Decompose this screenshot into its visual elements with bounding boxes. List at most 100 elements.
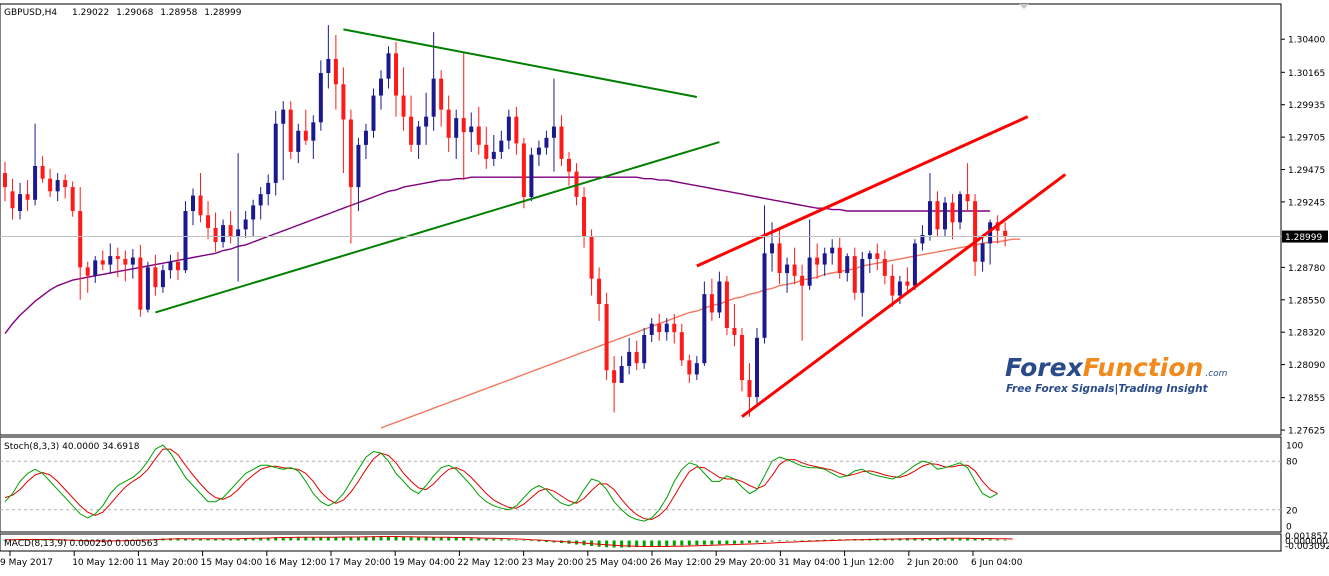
candle-body bbox=[536, 147, 541, 155]
candle bbox=[439, 70, 444, 127]
price-panel[interactable]: GBPUSD,H4 1.29022 1.29068 1.28958 1.2899… bbox=[0, 3, 1282, 436]
brand-domain: .com bbox=[1205, 369, 1227, 379]
candle bbox=[807, 219, 812, 290]
stochastic-level-label: 80 bbox=[1286, 458, 1298, 468]
candle bbox=[694, 356, 699, 381]
candle bbox=[213, 212, 218, 252]
trend-line-4[interactable] bbox=[741, 173, 1067, 418]
macd-bar bbox=[612, 540, 616, 548]
macd-bar bbox=[349, 536, 353, 541]
candle-body bbox=[469, 126, 474, 133]
candle bbox=[612, 356, 617, 413]
candle bbox=[371, 88, 376, 138]
candle bbox=[529, 147, 534, 202]
price-tick-label: 1.29245 bbox=[1288, 198, 1325, 208]
price-tick-label: 1.29935 bbox=[1288, 101, 1325, 111]
candle-body bbox=[363, 130, 368, 145]
macd-bar bbox=[236, 538, 240, 541]
candle-body bbox=[800, 275, 805, 286]
trend-line-1[interactable] bbox=[343, 28, 698, 98]
macd-bar bbox=[717, 540, 721, 545]
candle-body bbox=[544, 137, 549, 148]
price-tick-label: 1.28780 bbox=[1288, 264, 1325, 274]
time-tick-label: 17 May 20:00 bbox=[329, 558, 391, 568]
candle bbox=[559, 115, 564, 166]
brand-part2: Function bbox=[1083, 353, 1204, 382]
candle-body bbox=[198, 195, 203, 216]
candle-body bbox=[724, 281, 729, 328]
candle bbox=[958, 191, 963, 230]
current-price-tag-text: 1.28999 bbox=[1285, 233, 1322, 243]
candle bbox=[115, 247, 120, 278]
candle-body bbox=[371, 95, 376, 131]
candle bbox=[702, 281, 707, 366]
candle-body bbox=[213, 227, 218, 243]
price-axis[interactable]: 1.30400 1.30165 1.29935 1.29705 1.29475 1.292… bbox=[1281, 36, 1325, 437]
macd-bar bbox=[740, 540, 744, 544]
macd-bar bbox=[657, 540, 661, 547]
shift-marker-icon[interactable] bbox=[1019, 4, 1029, 9]
macd-bar bbox=[424, 537, 428, 541]
candle bbox=[815, 243, 820, 279]
candle-body bbox=[115, 256, 120, 259]
candle bbox=[296, 123, 301, 164]
time-tick-label: 19 May 04:00 bbox=[393, 558, 455, 568]
candle-body bbox=[755, 337, 759, 397]
candle-body bbox=[506, 116, 511, 141]
macd-bar bbox=[191, 538, 195, 541]
macd-bar bbox=[259, 537, 263, 541]
macd-bar bbox=[988, 539, 992, 541]
candle-body bbox=[266, 182, 271, 195]
candle-body bbox=[965, 194, 970, 202]
candle-body bbox=[70, 187, 75, 212]
time-tick-label: 11 May 20:00 bbox=[136, 558, 198, 568]
price-tick-label: 1.28320 bbox=[1288, 329, 1325, 339]
candle-body bbox=[379, 78, 383, 96]
candle-body bbox=[732, 327, 737, 335]
candle bbox=[243, 211, 248, 238]
candle bbox=[70, 181, 75, 217]
macd-bar bbox=[183, 538, 187, 541]
macd-bar bbox=[514, 540, 518, 541]
candle-body bbox=[424, 116, 429, 127]
candle-body bbox=[897, 281, 902, 296]
macd-bar bbox=[996, 539, 1000, 541]
candle-body bbox=[63, 180, 68, 188]
macd-bar bbox=[274, 537, 278, 541]
candle-body bbox=[251, 205, 256, 220]
candle bbox=[341, 67, 346, 174]
candle-body bbox=[431, 78, 436, 117]
candle bbox=[619, 356, 624, 383]
candle bbox=[988, 219, 993, 265]
candle bbox=[130, 249, 135, 279]
candle bbox=[469, 112, 474, 152]
macd-bar bbox=[417, 537, 421, 541]
trend-lines[interactable] bbox=[155, 28, 1067, 418]
macd-panel[interactable]: MACD(8,13,9) 0.000250 0.000563 0.0018570… bbox=[0, 532, 1329, 552]
candle bbox=[657, 313, 662, 341]
macd-bar bbox=[823, 539, 827, 541]
macd-bar bbox=[199, 538, 203, 541]
candle-body bbox=[627, 351, 632, 366]
candle bbox=[830, 239, 835, 265]
trend-line-3[interactable] bbox=[696, 115, 1029, 268]
trend-line-2[interactable] bbox=[155, 141, 720, 314]
candle-body bbox=[446, 109, 451, 138]
stochastic-panel-frame bbox=[0, 436, 1282, 533]
candle-body bbox=[401, 95, 406, 117]
candle-body bbox=[612, 370, 617, 383]
stochastic-level-label: 100 bbox=[1286, 442, 1303, 452]
stochastic-panel[interactable]: 100 80 20 0 Stoch(8,3,3) 40.0000 34.6918 bbox=[0, 436, 1303, 533]
candle bbox=[48, 168, 53, 197]
macd-bar bbox=[672, 540, 676, 546]
candle-body bbox=[416, 126, 421, 145]
candle bbox=[514, 106, 519, 155]
candle-body bbox=[830, 247, 835, 254]
time-axis[interactable]: 9 May 2017 10 May 12:00 11 May 20:00 15 May… bbox=[0, 551, 1023, 568]
candle bbox=[160, 264, 165, 293]
macd-bar bbox=[507, 539, 511, 541]
macd-bar bbox=[454, 537, 458, 541]
candle-body bbox=[409, 116, 414, 145]
candle-body bbox=[273, 123, 278, 183]
